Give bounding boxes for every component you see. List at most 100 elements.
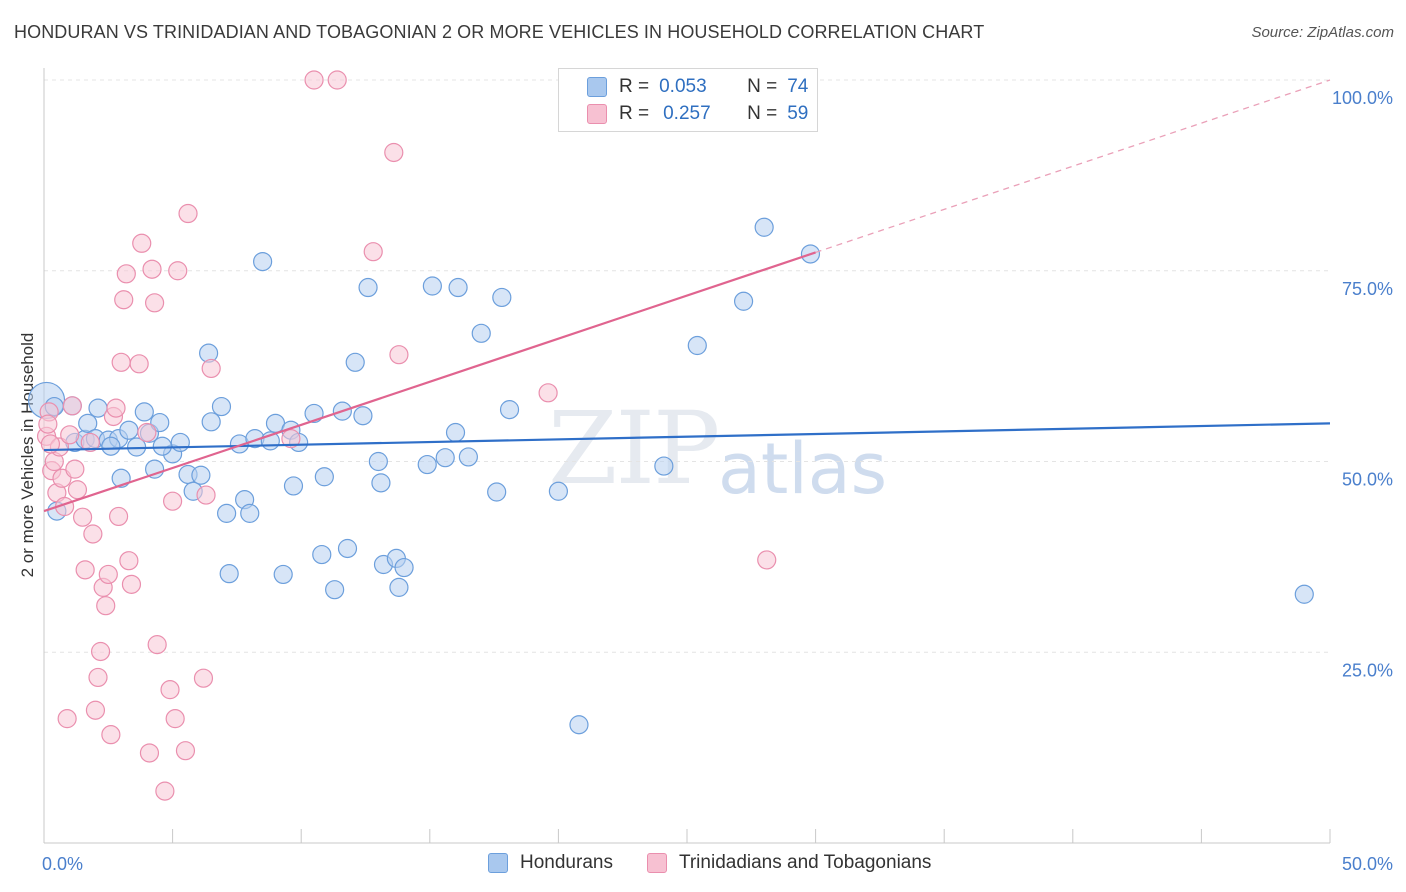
trinidadian-point [121, 574, 142, 594]
trinidadian-point [196, 485, 216, 505]
trinidadian-point [160, 680, 180, 700]
trinidadian-point [281, 429, 301, 449]
trinidadian-point [163, 491, 183, 511]
trinidadian-point [38, 414, 58, 434]
honduran-point [219, 564, 239, 584]
honduran-point [754, 217, 774, 237]
honduran-point [458, 447, 478, 467]
trinidadian-point [116, 264, 136, 284]
honduran-point [448, 277, 468, 298]
honduran-point [445, 422, 466, 443]
trinidadian-point [57, 709, 77, 729]
trinidadian-point [101, 725, 121, 745]
honduran-point [394, 557, 414, 578]
x-tick-label-min: 0.0% [42, 854, 83, 874]
honduran-point [654, 456, 674, 476]
honduran-point [191, 465, 211, 485]
trinidadian-point [304, 70, 324, 90]
honduran-point [119, 420, 139, 440]
honduran-point [170, 432, 190, 453]
trinidadian-point [67, 480, 88, 500]
honduran-point [417, 454, 437, 475]
honduran-point [101, 436, 121, 456]
honduran-point [487, 482, 507, 502]
r-label: R = [619, 76, 650, 97]
trinidadian-point [98, 564, 118, 585]
honduran-point [389, 577, 409, 597]
trinidadian-point [65, 459, 85, 479]
honduran-point [273, 564, 293, 585]
trinidadian-point [175, 741, 196, 761]
trinidadian-point [72, 507, 93, 527]
trinidadian-point [85, 700, 106, 720]
honduran-legend-swatch [488, 853, 508, 873]
watermark-zip: ZIP [548, 390, 720, 507]
y-tick-label: 25.0% [1342, 660, 1393, 680]
honduran-point [492, 287, 512, 308]
honduran-point [201, 412, 221, 432]
series-legend: Hondurans Trinidadians and Tobagonians [488, 852, 931, 874]
trinidadian-point [111, 352, 131, 372]
trinidadian-point [114, 290, 134, 310]
honduran-point [314, 467, 334, 487]
watermark-atlas: atlas [718, 428, 888, 510]
trinidadian-point [538, 383, 558, 403]
honduran-point [312, 544, 332, 565]
legend-row-trinidadians: R = 0.257 N = 59 [587, 102, 808, 126]
chart-title: HONDURAN VS TRINIDADIAN AND TOBAGONIAN 2… [14, 22, 985, 42]
trinidadian-point [757, 550, 777, 570]
trinidadian-point [60, 425, 80, 445]
trinidadian-point [155, 781, 175, 801]
r-label: R = [619, 103, 650, 124]
y-axis-label: 2 or more Vehicles in Household [18, 333, 37, 578]
trinidadian-point [142, 259, 162, 279]
trinidadian-point [75, 560, 95, 580]
trinidadian-point [137, 422, 157, 443]
trinidadian-point [119, 551, 139, 571]
r-value: 0.257 [663, 103, 711, 124]
trinidadian-point [129, 354, 149, 374]
honduran-point [152, 436, 172, 456]
r-value: 0.053 [659, 76, 707, 97]
trinidadian-point [108, 506, 129, 527]
honduran-point [78, 413, 98, 433]
trinidadian-trendline-extension [815, 79, 1331, 254]
honduran-point [134, 402, 154, 422]
trinidadian-point [168, 261, 188, 281]
trinidadian-point [201, 358, 221, 379]
honduran-legend-label: Hondurans [520, 852, 613, 873]
trinidadian-point [327, 70, 347, 90]
honduran-point [337, 538, 358, 559]
trinidadian-point [96, 596, 116, 616]
y-tick-label: 100.0% [1332, 88, 1393, 108]
trinidadian-point [83, 524, 103, 544]
trinidadian-trendline [43, 251, 816, 513]
honduran-point [422, 276, 442, 296]
n-label: N = [747, 76, 778, 97]
trinidadian-legend-label: Trinidadians and Tobagonians [678, 852, 932, 873]
honduran-point [217, 503, 237, 523]
honduran-point [253, 251, 273, 272]
n-value: 74 [787, 76, 809, 97]
honduran-point [371, 473, 391, 493]
honduran-point [733, 291, 754, 311]
trinidadian-point [62, 396, 82, 416]
honduran-point [325, 580, 345, 600]
honduran-swatch [587, 77, 607, 97]
trinidadian-point [389, 345, 409, 365]
x-tick-label-max: 50.0% [1342, 854, 1393, 874]
y-tick-label: 50.0% [1342, 470, 1393, 490]
n-value: 59 [787, 103, 809, 124]
trinidadian-point [193, 668, 214, 688]
trinidadian-point [132, 233, 152, 253]
honduran-trendline [43, 422, 1331, 452]
y-tick-label: 75.0% [1342, 279, 1393, 299]
honduran-point [358, 277, 378, 298]
trinidadian-point [80, 432, 100, 453]
trinidadian-point [165, 709, 185, 729]
trinidadian-point [178, 203, 198, 224]
trinidadian-point [40, 434, 61, 454]
honduran-point [435, 448, 455, 468]
trinidadian-point [363, 242, 383, 262]
legend-row-hondurans: R = 0.053 N = 74 [587, 75, 808, 99]
